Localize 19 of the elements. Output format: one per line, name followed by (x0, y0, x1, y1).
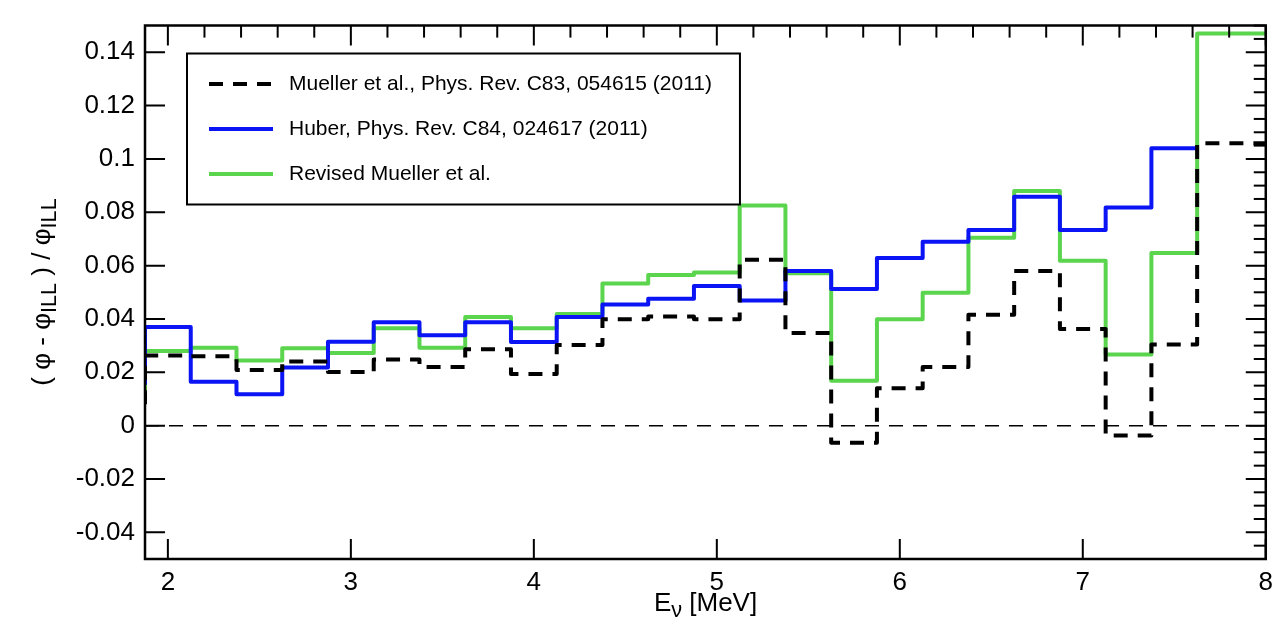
y-tick-label: 0.04 (84, 302, 135, 333)
y-tick-label: 0.14 (84, 35, 135, 66)
x-tick-label: 7 (1075, 565, 1091, 596)
legend-label: Mueller et al., Phys. Rev. C83, 054615 (2011) (289, 70, 712, 94)
legend-label: Huber, Phys. Rev. C84, 024617 (2011) (289, 115, 648, 139)
y-tick-label: 0.12 (84, 88, 135, 119)
x-tick-label: 6 (892, 565, 908, 596)
x-tick-label: 8 (1258, 565, 1273, 596)
x-tick-label: 2 (160, 565, 176, 596)
y-tick-label: 0.1 (98, 142, 135, 173)
y-tick-label: -0.04 (75, 515, 135, 546)
y-tick-label: 0.02 (84, 355, 135, 386)
y-tick-label: -0.02 (75, 462, 135, 493)
y-tick-label: 0.06 (84, 248, 135, 279)
legend-label: Revised Mueller et al. (289, 160, 491, 184)
x-tick-label: 3 (343, 565, 359, 596)
x-tick-label: 4 (526, 565, 542, 596)
y-tick-label: 0.08 (84, 195, 135, 226)
y-tick-label: 0 (120, 408, 135, 439)
